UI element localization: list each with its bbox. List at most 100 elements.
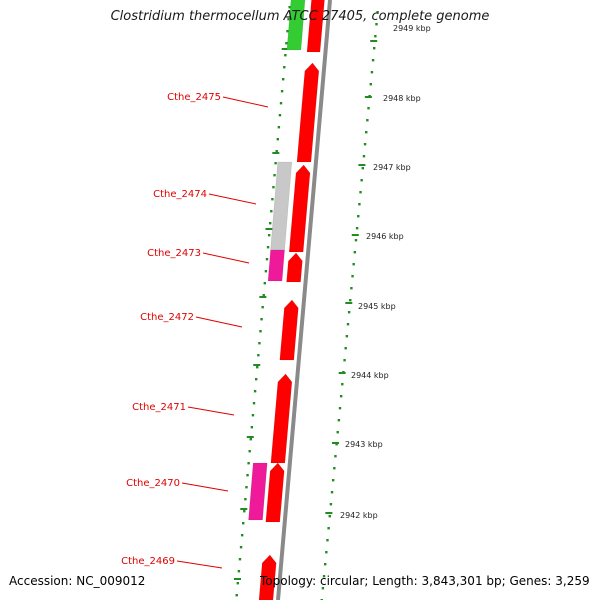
gc-content-dash — [332, 442, 340, 444]
gc-content-dot — [373, 47, 376, 50]
gc-content-dash — [338, 372, 346, 374]
gc-skew-dot — [275, 150, 278, 153]
gc-content-dot — [335, 443, 338, 446]
gc-content-dot — [351, 275, 354, 278]
gene-label-leader — [195, 316, 243, 328]
gc-content-dot — [359, 191, 362, 194]
gc-skew-dot — [270, 210, 273, 213]
gc-content-dot — [350, 287, 353, 290]
gc-content-dot — [374, 35, 377, 38]
gc-content-dot — [325, 551, 328, 554]
gene-label-leader — [181, 482, 229, 492]
gc-skew-dot — [286, 30, 289, 33]
gc-content-dot — [346, 323, 350, 326]
gc-content-dot — [362, 155, 366, 158]
gc-content-dot — [354, 239, 358, 242]
gene-label-Cthe_2469: Cthe_2469 — [121, 556, 175, 567]
gc-content-dot — [327, 527, 330, 530]
gc-skew-dot — [254, 378, 258, 381]
cds-arrow-Cthe_2471 — [270, 373, 293, 464]
scale-tick-label: 2946 kbp — [366, 232, 404, 241]
gc-skew-dot — [287, 18, 290, 21]
scale-tick-label: 2945 kbp — [358, 302, 396, 311]
gc-content-dash — [364, 96, 372, 98]
gc-content-dot — [360, 179, 363, 182]
gc-content-dot — [326, 539, 329, 542]
gc-content-dot — [344, 347, 347, 350]
gc-skew-dot — [247, 462, 250, 465]
gc-content-dot — [358, 203, 361, 206]
cds-arrow-Cthe_2470 — [265, 462, 285, 523]
gc-skew-dot — [249, 438, 252, 441]
gc-skew-dot — [256, 366, 259, 369]
gc-content-dot — [341, 383, 344, 386]
gene-label-leader — [222, 96, 269, 108]
gc-skew-dot — [265, 258, 269, 261]
cds-arrow-Cthe_2472 — [279, 299, 299, 361]
scale-tick-label: 2944 kbp — [351, 371, 389, 380]
gc-content-dot — [349, 299, 352, 302]
gc-skew-dash — [233, 578, 241, 580]
gc-skew-dot — [288, 6, 291, 9]
genome-title: Clostridium thermocellum ATCC 27405, com… — [110, 9, 490, 24]
gc-skew-dot — [245, 486, 248, 489]
gc-content-dot — [366, 119, 369, 122]
gc-content-dot — [331, 479, 335, 482]
scale-tick-label: 2942 kbp — [340, 511, 378, 520]
gc-content-dash — [345, 302, 353, 304]
gc-content-dot — [352, 263, 355, 266]
gc-skew-dot — [252, 402, 256, 405]
scale-tick-label: 2948 kbp — [383, 94, 421, 103]
gc-skew-dot — [267, 234, 271, 237]
gc-content-dot — [338, 407, 342, 410]
gc-skew-dash — [265, 228, 273, 230]
gc-skew-dot — [273, 174, 276, 177]
gc-skew-dot — [269, 222, 272, 225]
gc-content-dash — [358, 164, 366, 166]
gc-skew-dash — [246, 436, 254, 438]
gc-content-dot — [369, 83, 372, 86]
gc-content-dot — [333, 467, 336, 470]
scale-tick-label: 2947 kbp — [373, 163, 411, 172]
gc-skew-dot — [251, 414, 255, 417]
gc-skew-dot — [244, 498, 247, 501]
cds-arrow-Cthe_2475 — [296, 62, 320, 163]
gc-content-dot — [330, 491, 334, 494]
gc-skew-dot — [263, 282, 267, 285]
gc-content-dot — [376, 11, 379, 14]
gc-content-dot — [322, 575, 326, 578]
gc-skew-dot — [253, 390, 257, 393]
rna-feature-block — [267, 249, 285, 282]
gc-content-dot — [321, 587, 325, 590]
gc-skew-dot — [260, 318, 263, 321]
gc-content-dot — [357, 215, 360, 218]
gc-skew-dash — [281, 48, 289, 50]
gc-skew-dot — [274, 162, 277, 165]
gc-skew-dot — [271, 198, 274, 201]
gc-skew-dot — [250, 426, 254, 429]
gc-skew-dash — [259, 296, 267, 298]
gene-label-leader — [187, 406, 235, 416]
gc-skew-dot — [246, 474, 249, 477]
topology-text: Topology: circular; Length: 3,843,301 bp… — [260, 574, 590, 588]
gc-skew-dot — [283, 66, 286, 69]
scale-tick-label: 2949 kbp — [393, 24, 431, 33]
gene-label-Cthe_2470: Cthe_2470 — [126, 478, 180, 489]
gc-skew-dot — [280, 90, 284, 93]
gc-content-dot — [355, 227, 359, 230]
gc-content-dot — [345, 335, 349, 338]
rna-feature-block — [248, 462, 268, 521]
gc-content-dot — [361, 167, 365, 170]
gc-skew-dot — [264, 270, 268, 273]
gc-skew-dot — [279, 102, 283, 105]
gc-skew-dot — [237, 570, 241, 573]
gene-label-Cthe_2474: Cthe_2474 — [153, 189, 207, 200]
gc-skew-dot — [261, 306, 264, 309]
gc-content-dot — [370, 71, 374, 74]
gc-skew-dot — [259, 330, 262, 333]
gc-skew-dot — [285, 42, 288, 45]
gc-skew-dot — [235, 594, 238, 597]
gc-content-dot — [367, 107, 370, 110]
gc-content-dot — [323, 563, 327, 566]
